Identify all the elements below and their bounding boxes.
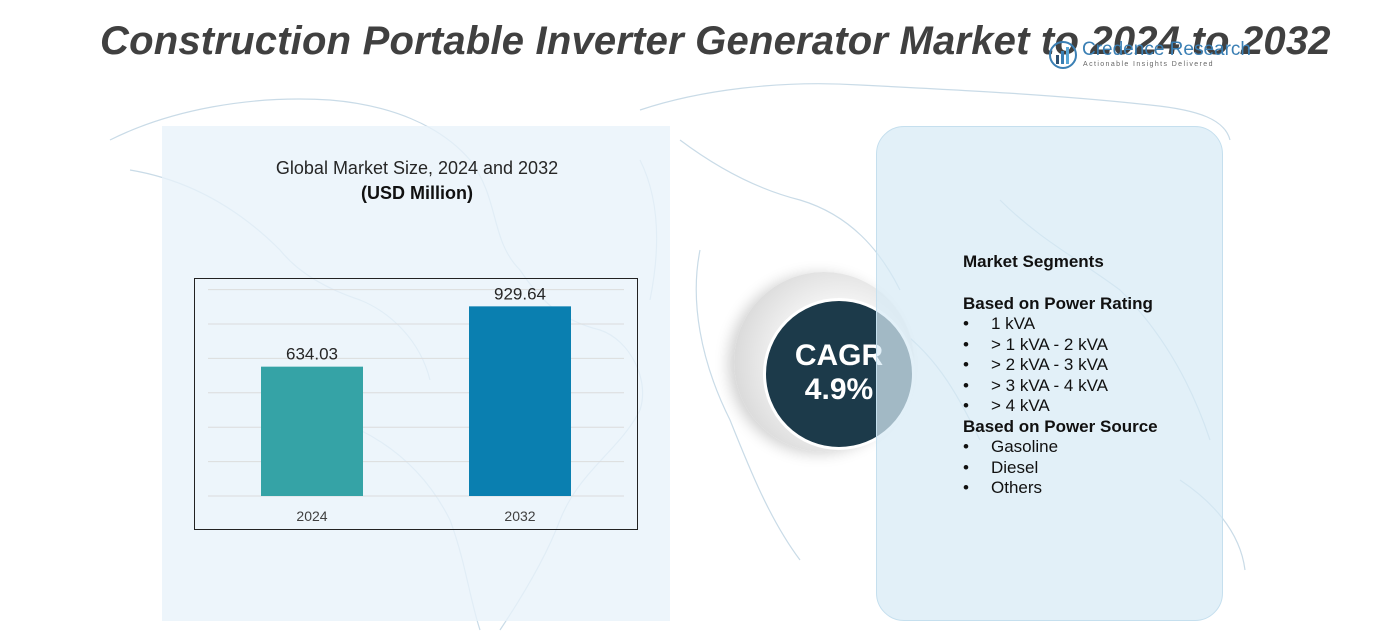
segment-item: • > 2 kVA - 3 kVA xyxy=(963,355,1158,376)
segment-item-label: Others xyxy=(991,478,1043,497)
market-segments: Market Segments Based on Power Rating • 1… xyxy=(963,252,1158,499)
segment-item: • 1 kVA xyxy=(963,314,1158,335)
credence-research-logo: Credence Research Actionable Insights De… xyxy=(1049,38,1251,74)
chart-title: Global Market Size, 2024 and 2032 xyxy=(275,158,559,178)
segments-panel xyxy=(876,126,1223,621)
bullet-icon: • xyxy=(963,478,969,497)
bullet-icon: • xyxy=(963,355,969,374)
segment-list: • 1 kVA • > 1 kVA - 2 kVA • > 2 kVA - 3 kVA… xyxy=(963,314,1158,417)
x-tick-label-2024: 2024 xyxy=(296,508,327,524)
segment-item: • > 3 kVA - 4 kVA xyxy=(963,376,1158,397)
cagr-label: CAGR xyxy=(794,339,884,372)
segment-item-label: > 4 kVA xyxy=(991,396,1050,415)
segment-group-title: Based on Power Source xyxy=(963,416,1158,436)
segment-list: • Gasoline • Diesel • Others xyxy=(963,437,1158,499)
data-label-2024: 634.03 xyxy=(286,345,338,364)
bar-2032 xyxy=(469,306,571,496)
segment-item: • Others xyxy=(963,478,1158,499)
logo-tagline: Actionable Insights Delivered xyxy=(1083,61,1214,68)
cagr-value: 4.9% xyxy=(804,373,874,406)
segment-item: • > 4 kVA xyxy=(963,396,1158,417)
bullet-icon: • xyxy=(963,437,969,456)
bar-2024 xyxy=(261,366,363,496)
segment-group-title: Based on Power Rating xyxy=(963,293,1153,313)
segment-item-label: > 1 kVA - 2 kVA xyxy=(991,334,1109,354)
bar-chart: 634.03 2024 929.64 2032 xyxy=(208,284,624,524)
chart-panel xyxy=(162,126,670,621)
data-label-2032: 929.64 xyxy=(494,284,546,303)
segment-item-label: > 3 kVA - 4 kVA xyxy=(991,375,1109,395)
chart-frame xyxy=(194,278,638,530)
chart-unit: (USD Million) xyxy=(361,183,473,203)
segment-item-label: Gasoline xyxy=(991,437,1059,456)
bullet-icon: • xyxy=(963,314,969,333)
bar-chart-logo-icon xyxy=(1049,41,1077,69)
bullet-icon: • xyxy=(963,457,969,477)
x-tick-label-2032: 2032 xyxy=(504,508,535,524)
segment-item-label: 1 kVA xyxy=(991,314,1036,333)
segments-heading: Market Segments xyxy=(963,252,1104,271)
segment-item-label: > 2 kVA - 3 kVA xyxy=(991,355,1109,374)
bullet-icon: • xyxy=(963,375,969,395)
segment-item-label: Diesel xyxy=(991,457,1039,477)
logo-name: Credence Research xyxy=(1082,39,1251,60)
page-title: Construction Portable Inverter Generator… xyxy=(100,19,1331,63)
segment-item: • Diesel xyxy=(963,458,1158,479)
bullet-icon: • xyxy=(963,334,969,354)
segment-item: • > 1 kVA - 2 kVA xyxy=(963,335,1158,356)
bullet-icon: • xyxy=(963,396,969,415)
segment-item: • Gasoline xyxy=(963,437,1158,458)
